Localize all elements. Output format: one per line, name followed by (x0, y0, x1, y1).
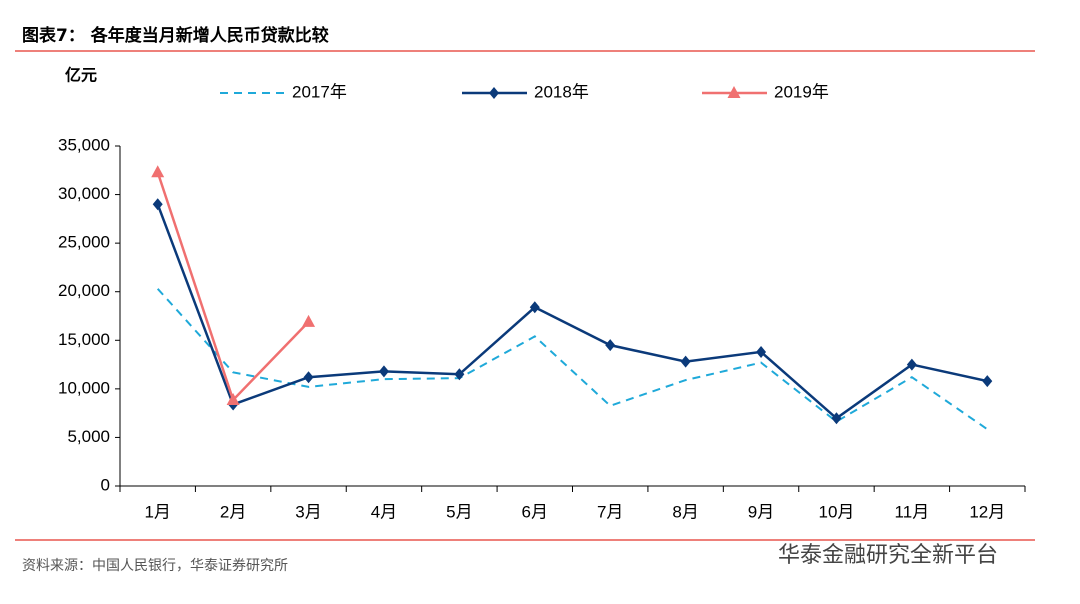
legend-label: 2017年 (292, 82, 347, 101)
y-tick-label: 10,000 (58, 378, 110, 397)
legend-label: 2018年 (534, 82, 589, 101)
marker (151, 165, 165, 178)
y-axis-label: 亿元 (65, 66, 97, 85)
marker (831, 412, 842, 425)
y-tick-label: 5,000 (67, 427, 110, 446)
marker (605, 339, 616, 352)
y-tick-label: 20,000 (58, 281, 110, 300)
x-tick-label: 1月 (144, 502, 170, 521)
legend-label: 2019年 (774, 82, 829, 101)
x-tick-label: 7月 (597, 502, 623, 521)
marker (152, 198, 163, 211)
marker (226, 392, 240, 405)
marker (906, 358, 917, 371)
x-tick-label: 10月 (818, 502, 854, 521)
y-tick-label: 25,000 (58, 233, 110, 252)
x-tick-label: 8月 (672, 502, 698, 521)
marker (302, 314, 316, 327)
chart-title: 图表7： 各年度当月新增人民币贷款比较 (22, 25, 329, 46)
x-tick-label: 9月 (748, 502, 774, 521)
source: 资料来源：中国人民银行，华泰证券研究所 (22, 558, 288, 574)
y-tick-label: 15,000 (58, 330, 110, 349)
y-tick-label: 0 (101, 475, 110, 494)
marker (489, 87, 499, 99)
marker (756, 345, 767, 358)
x-tick-label: 6月 (522, 502, 548, 521)
marker (378, 365, 389, 378)
marker (454, 368, 465, 381)
marker (303, 371, 314, 384)
x-tick-label: 12月 (969, 502, 1005, 521)
y-tick-label: 30,000 (58, 184, 110, 203)
x-tick-label: 3月 (295, 502, 321, 521)
watermark: 华泰金融研究全新平台 (778, 543, 998, 568)
marker (680, 355, 691, 368)
marker (982, 375, 993, 388)
marker (727, 86, 741, 98)
y-tick-label: 35,000 (58, 135, 110, 154)
marker (529, 301, 540, 314)
x-tick-label: 2月 (220, 502, 246, 521)
series-line (156, 203, 988, 420)
x-tick-label: 5月 (446, 502, 472, 521)
series-line (156, 288, 988, 431)
x-tick-label: 4月 (371, 502, 397, 521)
series-line (156, 171, 310, 403)
x-tick-label: 11月 (895, 502, 930, 521)
